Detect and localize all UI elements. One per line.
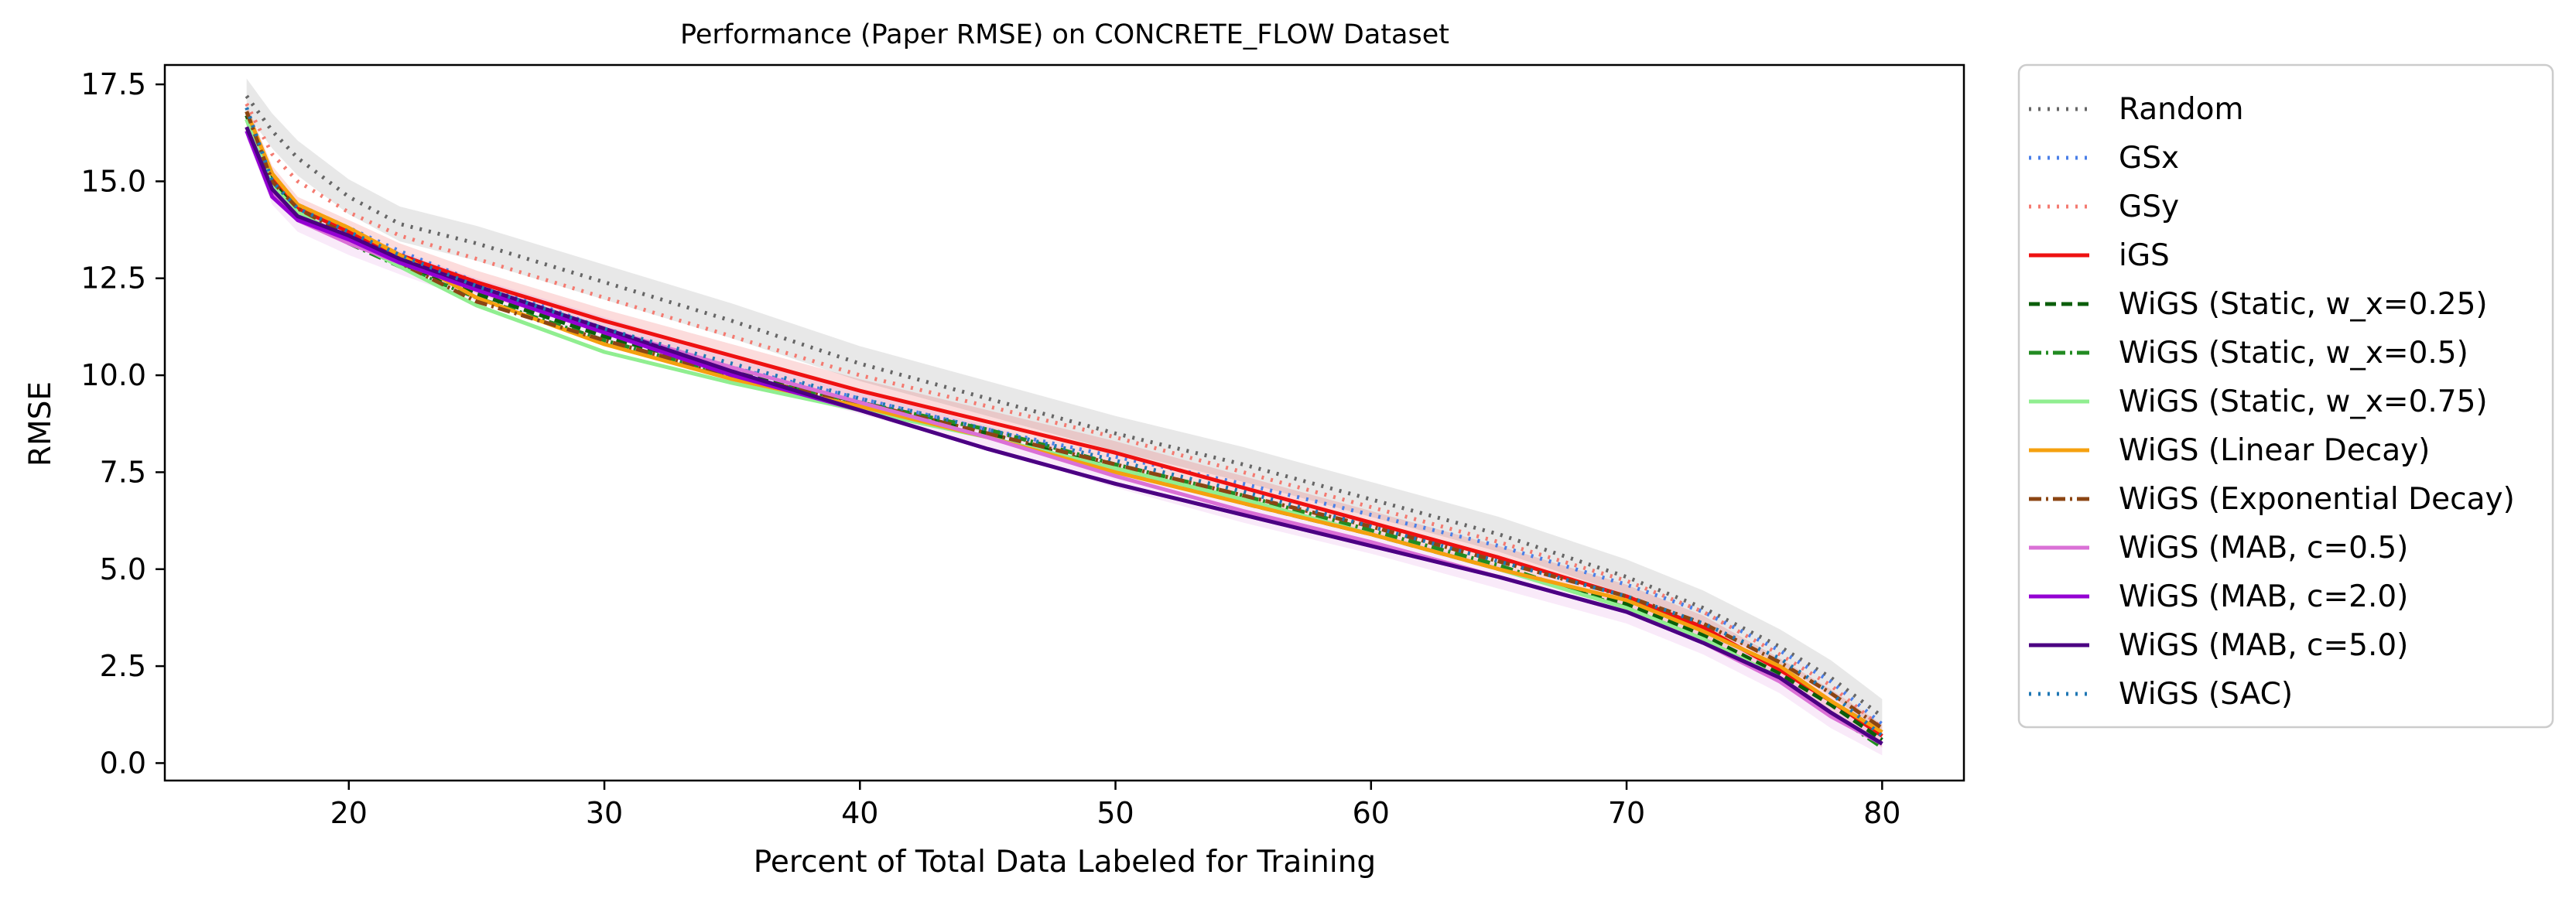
confidence-bands (246, 78, 1883, 756)
legend-label: WiGS (MAB, c=0.5) (2119, 531, 2408, 565)
y-tick-label: 12.5 (80, 261, 146, 296)
x-tick-label: 40 (841, 796, 878, 830)
legend-label: Random (2119, 92, 2243, 127)
series-line-wigs-mab-c-5-0 (245, 126, 1883, 746)
x-tick-label: 60 (1353, 796, 1390, 830)
legend-label: WiGS (SAC) (2119, 677, 2293, 712)
y-axis-label: RMSE (23, 381, 58, 466)
y-tick-label: 0.0 (100, 746, 146, 780)
series-line-igs (245, 114, 1883, 738)
legend-label: WiGS (Static, w_x=0.5) (2119, 336, 2468, 371)
band-random (246, 78, 1883, 734)
chart-title: Performance (Paper RMSE) on CONCRETE_FLO… (680, 19, 1449, 50)
y-tick-label: 15.0 (80, 164, 146, 198)
legend-label: WiGS (Static, w_x=0.25) (2119, 287, 2488, 322)
x-tick-label: 70 (1608, 796, 1645, 830)
x-tick-label: 80 (1863, 796, 1900, 830)
legend: Random GSx GSy iGS WiGS (Static, w_x=0.25) Wi… (2017, 63, 2554, 729)
y-tick-label: 7.5 (100, 455, 146, 489)
y-tick-label: 17.5 (80, 67, 146, 101)
series-line-random (245, 94, 1883, 719)
legend-label: WiGS (Linear Decay) (2119, 433, 2430, 468)
x-tick-label: 20 (330, 796, 368, 830)
plot-area-frame (163, 63, 1965, 782)
legend-label: GSx (2119, 141, 2179, 176)
x-tick-label: 50 (1096, 796, 1134, 830)
x-tick-label: 30 (586, 796, 623, 830)
y-axis-ticks: 0.0 2.5 5.0 7.5 10.0 12.5 15.0 17.5 (80, 67, 165, 780)
legend-label: WiGS (Exponential Decay) (2119, 482, 2515, 517)
y-tick-label: 5.0 (100, 552, 146, 586)
legend-label: WiGS (MAB, c=5.0) (2119, 628, 2408, 663)
x-axis-label: Percent of Total Data Labeled for Traini… (754, 845, 1376, 880)
y-tick-label: 10.0 (80, 358, 146, 392)
y-tick-label: 2.5 (100, 649, 146, 683)
legend-label: WiGS (Static, w_x=0.75) (2119, 384, 2488, 419)
legend-frame (2017, 63, 2554, 729)
legend-label: WiGS (MAB, c=2.0) (2119, 579, 2408, 614)
legend-label: iGS (2119, 238, 2170, 273)
series-lines (245, 94, 1883, 750)
x-axis-ticks: 20 30 40 50 60 70 80 (330, 781, 1900, 830)
legend-label: GSy (2119, 190, 2179, 224)
